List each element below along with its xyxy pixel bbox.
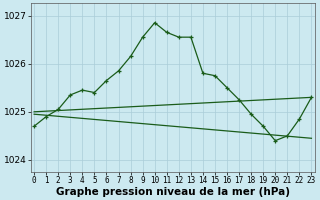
X-axis label: Graphe pression niveau de la mer (hPa): Graphe pression niveau de la mer (hPa) bbox=[56, 187, 290, 197]
